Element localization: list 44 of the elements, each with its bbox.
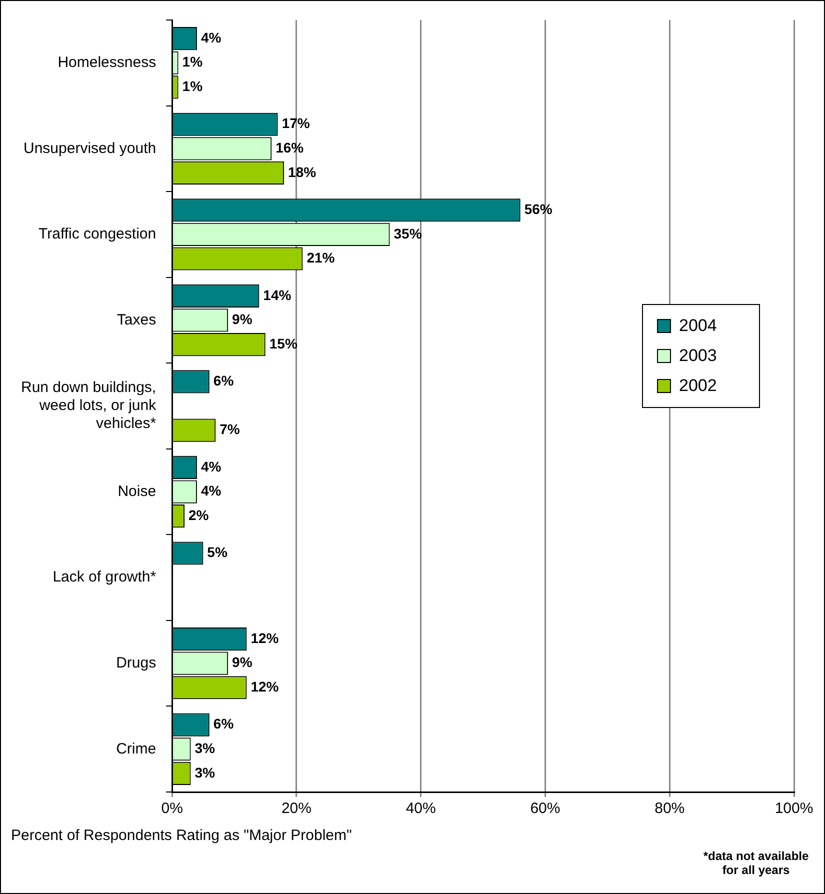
data-label: 4% (200, 29, 222, 46)
x-tick-label: 0% (161, 800, 183, 818)
y-tick-label: Unsupervised youth (24, 140, 156, 157)
x-tick-label: 100% (774, 800, 814, 818)
data-label: 12% (250, 630, 280, 646)
data-label: 21% (306, 250, 336, 266)
data-label: 12% (250, 678, 280, 694)
text: *data not available for all years (702, 849, 810, 877)
x-tick-label: 60% (530, 800, 560, 818)
data-label: 4% (200, 482, 222, 499)
y-tick-label: Drugs (116, 654, 156, 672)
data-label: 3% (194, 764, 216, 780)
data-label: 6% (213, 372, 234, 389)
data-label: 9% (232, 654, 253, 670)
x-tick-label: 80% (654, 800, 685, 818)
y-tick-label: Noise (118, 482, 156, 500)
data-label: 1% (182, 78, 204, 94)
x-tick-label: 20% (281, 800, 312, 818)
data-label: 14% (263, 286, 292, 303)
x-tick-label: 40% (406, 800, 436, 818)
x-axis-title: Percent of Respondents Rating as "Major Problem" (11, 827, 352, 844)
data-label: 56% (524, 201, 553, 217)
legend-label: 2002 (679, 376, 717, 396)
data-label: 18% (288, 164, 317, 180)
data-label: 16% (276, 140, 304, 156)
y-tick-label: Traffic congestion (38, 226, 156, 243)
data-label: 3% (194, 740, 216, 756)
data-label: 15% (269, 335, 298, 352)
y-tick-label: Taxes (116, 311, 156, 328)
data-label: 5% (207, 544, 228, 560)
legend-label: 2003 (679, 346, 717, 366)
data-label: 35% (394, 225, 422, 242)
data-label: 7% (220, 421, 240, 438)
data-label: 2% (188, 506, 210, 523)
data-label: 4% (200, 458, 222, 474)
data-label: 1% (182, 54, 204, 70)
y-tick-label: Homelessness (58, 54, 156, 72)
y-tick-label: Lack of growth* (52, 568, 156, 586)
data-label: 9% (232, 311, 253, 328)
data-label: 17% (282, 115, 310, 132)
data-label: 6% (213, 716, 234, 732)
legend-label: 2004 (679, 316, 717, 336)
y-tick-label: Crime (116, 740, 156, 758)
y-tick-label: Run down buildings, weed lots, or junk vehicles* (20, 379, 157, 432)
